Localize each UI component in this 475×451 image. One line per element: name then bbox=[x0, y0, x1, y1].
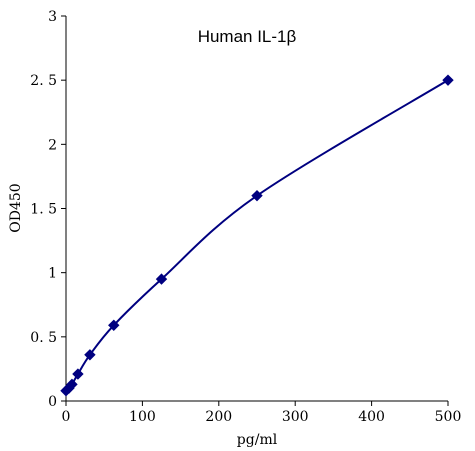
y-axis-title: OD450 bbox=[8, 183, 24, 232]
y-tick-label: 1. 5 bbox=[30, 202, 57, 218]
marker-layer bbox=[60, 74, 454, 397]
y-tick-label: 0 bbox=[48, 394, 57, 410]
y-tick-label: 1 bbox=[48, 266, 57, 282]
x-tick-label: 400 bbox=[358, 409, 385, 425]
tick-labels: 0 100 200 300 400 500 0 0. 5 1 1. 5 2 2. 5 3 bbox=[30, 9, 461, 425]
axes bbox=[61, 15, 449, 406]
data-point-marker bbox=[84, 349, 96, 361]
y-tick-label: 2. 5 bbox=[30, 73, 57, 89]
data-point-marker bbox=[66, 378, 78, 391]
x-axis-title: pg/ml bbox=[237, 432, 278, 448]
x-tick-label: 500 bbox=[435, 409, 462, 425]
y-tick-label: 3 bbox=[48, 9, 57, 25]
x-tick-label: 100 bbox=[129, 409, 156, 425]
chart-title: Human IL-1β bbox=[198, 27, 297, 46]
x-tick-label: 300 bbox=[282, 409, 309, 425]
x-tick-label: 0 bbox=[62, 409, 71, 425]
data-point-marker bbox=[108, 319, 120, 331]
data-point-marker bbox=[251, 189, 263, 202]
y-tick-label: 0. 5 bbox=[30, 330, 57, 346]
curve-layer bbox=[65, 79, 449, 392]
data-point-marker bbox=[155, 273, 168, 285]
data-point-marker bbox=[442, 74, 454, 86]
data-point-marker bbox=[72, 368, 84, 380]
x-tick-label: 200 bbox=[205, 409, 232, 425]
standard-curve-line bbox=[65, 79, 449, 392]
y-tick-label: 2 bbox=[48, 137, 57, 153]
